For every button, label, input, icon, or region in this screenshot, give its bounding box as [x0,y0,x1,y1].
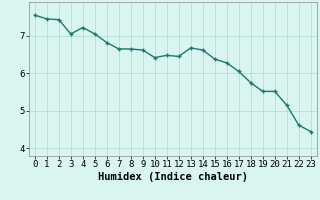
X-axis label: Humidex (Indice chaleur): Humidex (Indice chaleur) [98,172,248,182]
